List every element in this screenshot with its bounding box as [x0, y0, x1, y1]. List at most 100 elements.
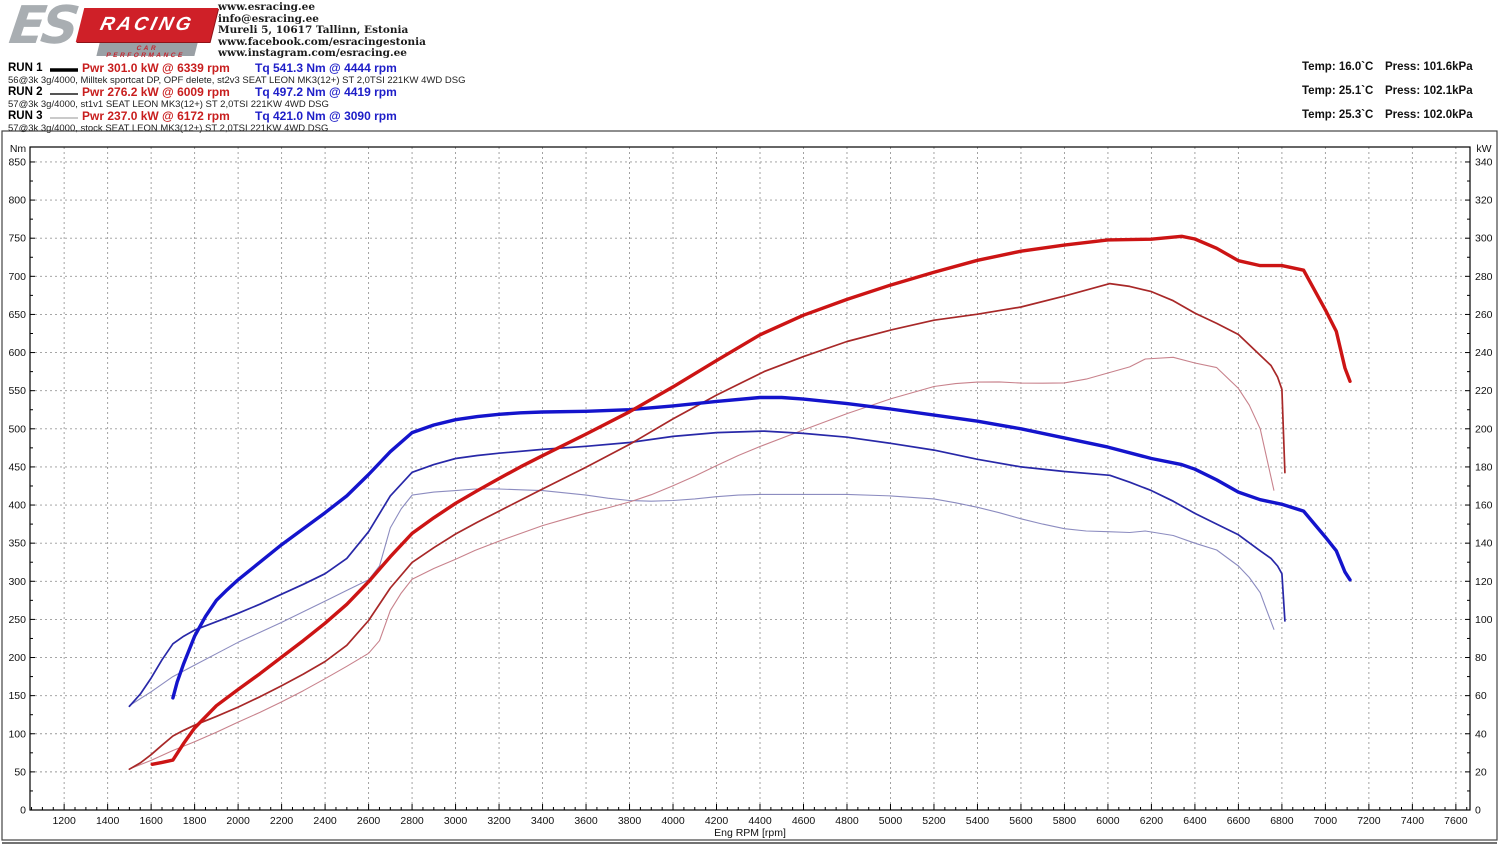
svg-text:7200: 7200 [1357, 815, 1381, 827]
run-label: RUN 1 [8, 62, 43, 74]
contact-instagram: www.instagram.com/esracing.ee [218, 47, 407, 60]
svg-text:6600: 6600 [1227, 815, 1251, 827]
svg-text:0: 0 [20, 805, 26, 817]
svg-text:100: 100 [8, 728, 26, 740]
svg-text:650: 650 [8, 309, 26, 321]
gridlines [30, 147, 1470, 810]
svg-text:100: 100 [1475, 614, 1493, 626]
svg-text:800: 800 [8, 195, 26, 207]
run-power-peak: Pwr 301.0 kW @ 6339 rpm [82, 61, 230, 75]
svg-text:60: 60 [1475, 690, 1487, 702]
svg-text:400: 400 [8, 500, 26, 512]
svg-text:5400: 5400 [966, 815, 990, 827]
run-pressure: Press: 102.1kPa [1385, 85, 1473, 97]
svg-text:80: 80 [1475, 652, 1487, 664]
svg-text:6000: 6000 [1096, 815, 1120, 827]
run-power-peak: Pwr 237.0 kW @ 6172 rpm [82, 109, 230, 123]
svg-text:6200: 6200 [1140, 815, 1164, 827]
svg-text:3400: 3400 [531, 815, 555, 827]
run-line-sample [50, 117, 78, 119]
logo-es-letters: ES [5, 0, 80, 56]
svg-text:220: 220 [1475, 385, 1493, 397]
svg-text:340: 340 [1475, 156, 1493, 168]
axis-ticks [30, 161, 1470, 810]
svg-text:1200: 1200 [52, 815, 76, 827]
y-right-axis-title: kW [1476, 143, 1491, 155]
contact-block: www.esracing.ee info@esracing.ee Mureli … [218, 1, 426, 60]
svg-text:3200: 3200 [487, 815, 511, 827]
svg-text:300: 300 [1475, 233, 1493, 245]
svg-text:7400: 7400 [1401, 815, 1425, 827]
run-line-sample [50, 93, 78, 95]
run-temperature: Temp: 16.0`C [1302, 61, 1374, 73]
svg-text:320: 320 [1475, 195, 1493, 207]
run2-power-curve [128, 282, 1286, 771]
svg-text:2200: 2200 [270, 815, 294, 827]
run2-torque-curve [128, 430, 1286, 708]
plot-frame [29, 146, 1471, 811]
svg-text:600: 600 [8, 347, 26, 359]
svg-text:2000: 2000 [226, 815, 250, 827]
svg-text:500: 500 [8, 423, 26, 435]
svg-text:160: 160 [1475, 500, 1493, 512]
svg-text:750: 750 [8, 233, 26, 245]
run-line-sample [50, 68, 78, 72]
svg-text:450: 450 [8, 461, 26, 473]
svg-text:6400: 6400 [1183, 815, 1207, 827]
run-label: RUN 2 [8, 86, 43, 98]
logo-racing-box: RACING [75, 8, 219, 42]
run-label: RUN 3 [8, 110, 43, 122]
svg-text:550: 550 [8, 385, 26, 397]
svg-text:2400: 2400 [313, 815, 337, 827]
svg-text:3600: 3600 [574, 815, 598, 827]
contact-email: info@esracing.ee [218, 12, 319, 25]
svg-text:3800: 3800 [618, 815, 642, 827]
logo-racing-text: RACING [98, 14, 197, 35]
svg-text:5000: 5000 [879, 815, 903, 827]
svg-text:4400: 4400 [748, 815, 772, 827]
run3-power-curve [128, 356, 1275, 770]
svg-text:0: 0 [1475, 805, 1481, 817]
dyno-chart: 1200 1400 1600 1800 2000 2200 2400 2600 2800 3000… [1, 130, 1498, 844]
svg-text:3000: 3000 [444, 815, 468, 827]
svg-text:250: 250 [8, 614, 26, 626]
svg-text:260: 260 [1475, 309, 1493, 321]
svg-text:4600: 4600 [792, 815, 816, 827]
svg-text:50: 50 [14, 766, 26, 778]
svg-text:120: 120 [1475, 576, 1493, 588]
svg-text:240: 240 [1475, 347, 1493, 359]
svg-text:4200: 4200 [705, 815, 729, 827]
svg-text:20: 20 [1475, 766, 1487, 778]
run-torque-peak: Tq 497.2 Nm @ 4419 rpm [255, 85, 397, 99]
svg-text:1400: 1400 [96, 815, 120, 827]
run-temperature: Temp: 25.3`C [1302, 109, 1374, 121]
svg-text:700: 700 [8, 271, 26, 283]
contact-address: Mureli 5, 10617 Tallinn, Estonia [218, 24, 409, 37]
svg-text:5600: 5600 [1009, 815, 1033, 827]
run-pressure: Press: 102.0kPa [1385, 109, 1473, 121]
svg-text:2600: 2600 [357, 815, 381, 827]
svg-text:850: 850 [8, 156, 26, 168]
contact-facebook: www.facebook.com/esracingestonia [218, 35, 426, 48]
run3-torque-curve [128, 488, 1275, 707]
svg-text:40: 40 [1475, 728, 1487, 740]
run-torque-peak: Tq 541.3 Nm @ 4444 rpm [255, 61, 397, 75]
svg-text:6800: 6800 [1270, 815, 1294, 827]
run-torque-peak: Tq 421.0 Nm @ 3090 rpm [255, 109, 397, 123]
run-description: 57@3k 3g/4000, st1v1 SEAT LEON MK3(12+) … [8, 98, 329, 110]
run-pressure: Press: 101.6kPa [1385, 61, 1473, 73]
run1-power-curve [150, 234, 1352, 766]
run-description: 56@3k 3g/4000, Milltek sportcat DP, OPF … [8, 74, 466, 86]
svg-text:5800: 5800 [1053, 815, 1077, 827]
svg-text:4000: 4000 [661, 815, 685, 827]
run-description: 57@3k 3g/4000, stock SEAT LEON MK3(12+) … [8, 122, 329, 134]
x-axis-title: Eng RPM [rpm] [714, 827, 786, 839]
svg-text:280: 280 [1475, 271, 1493, 283]
contact-website: www.esracing.ee [218, 1, 316, 13]
svg-text:7000: 7000 [1314, 815, 1338, 827]
svg-text:5200: 5200 [922, 815, 946, 827]
run-temperature: Temp: 25.1`C [1302, 85, 1374, 97]
svg-text:7600: 7600 [1444, 815, 1468, 827]
svg-text:200: 200 [8, 652, 26, 664]
